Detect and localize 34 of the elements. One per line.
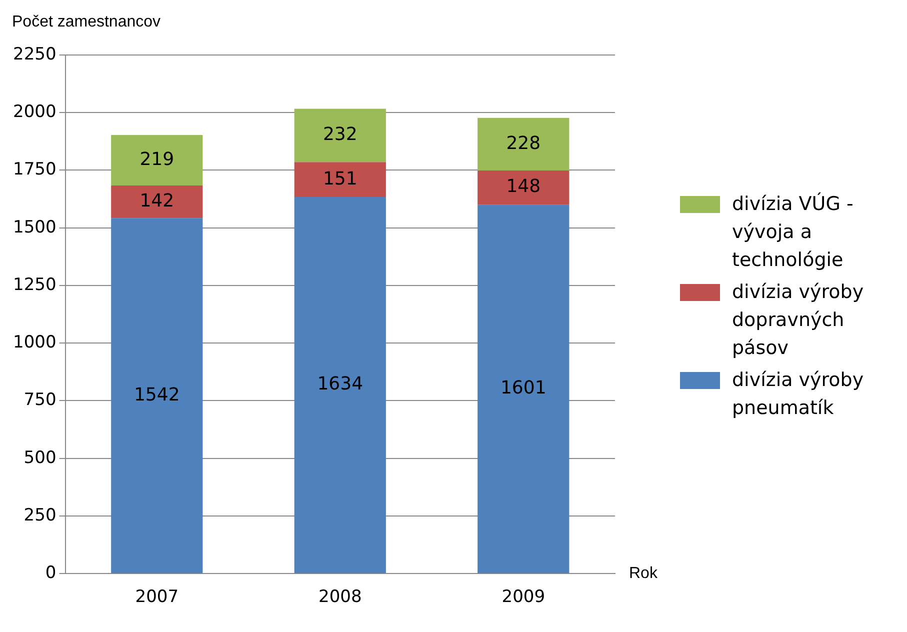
y-tick-label: 2000 (13, 102, 56, 122)
bar (478, 204, 570, 574)
y-tick-label: 2250 (13, 44, 56, 64)
bar (294, 108, 386, 162)
bar (478, 170, 570, 205)
y-tick-label: 0 (45, 563, 56, 584)
bar (111, 185, 203, 218)
data-label: 142 (140, 190, 174, 212)
data-label: 232 (322, 124, 358, 146)
x-axis-title: Rok (629, 565, 658, 582)
data-label: 1601 (500, 378, 546, 399)
y-tick-label: 750 (24, 390, 56, 410)
y-tick-label: 1250 (13, 274, 56, 295)
bar (294, 196, 386, 574)
y-axis-title: Počet zamestnancov (12, 13, 161, 30)
data-label: 151 (322, 168, 358, 190)
data-label: 219 (140, 148, 174, 170)
y-tick-label: 250 (24, 505, 56, 526)
bar (478, 118, 570, 170)
x-tick-label: 2009 (502, 587, 546, 608)
data-label: 1542 (134, 384, 180, 406)
bar (111, 218, 203, 574)
y-tick-label: 500 (24, 448, 56, 468)
x-tick-label: 2008 (318, 587, 362, 608)
bar (111, 134, 203, 186)
y-tick-label: 1750 (13, 160, 56, 180)
y-tick-label: 1000 (13, 332, 56, 353)
data-label: 148 (506, 176, 541, 198)
bar (294, 162, 386, 197)
legend-label: divízia výroby pneumatík (732, 368, 865, 421)
y-tick-label: 1500 (13, 217, 56, 238)
x-tick-label: 2007 (135, 587, 179, 608)
data-label: 1634 (317, 374, 364, 395)
data-label: 228 (506, 132, 541, 154)
